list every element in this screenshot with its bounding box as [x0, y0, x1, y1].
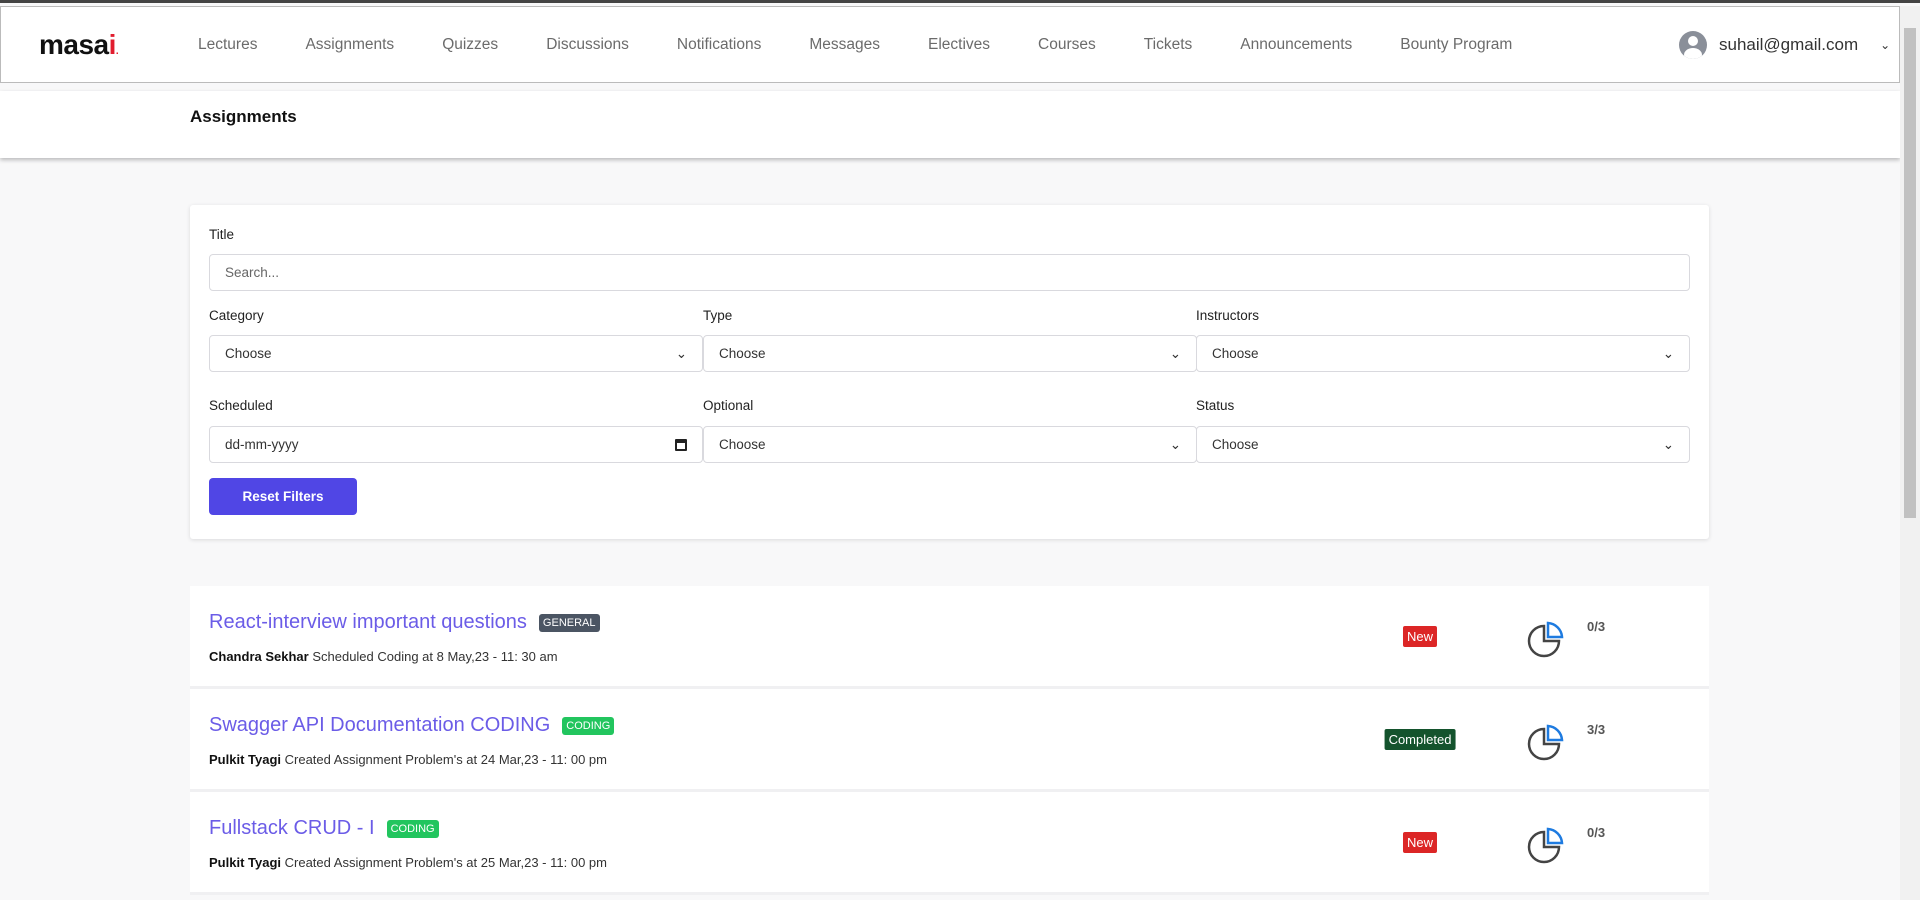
chevron-down-icon: ⌄: [1662, 436, 1674, 452]
search-placeholder: Search...: [225, 265, 280, 280]
filter-panel: Title Search... Category Choose ⌄ Type Ch…: [190, 205, 1709, 539]
author-name: Chandra Sekhar: [209, 649, 309, 664]
status-badge: Completed: [1384, 729, 1456, 750]
chevron-down-icon: ⌄: [675, 345, 687, 361]
nav-quizzes[interactable]: Quizzes: [442, 35, 499, 53]
status-value: Choose: [1212, 437, 1259, 452]
assignment-row: Fullstack CRUD - I CODING Pulkit Tyagi Cr…: [190, 792, 1709, 895]
chevron-down-icon: ⌄: [1169, 436, 1181, 452]
problem-count: 0/3: [1587, 825, 1606, 840]
main-nav: Lectures Assignments Quizzes Discussions Not…: [198, 36, 1560, 54]
category-tag: GENERAL: [538, 613, 600, 632]
nav-assignments[interactable]: Assignments: [305, 35, 395, 53]
category-value: Choose: [225, 346, 272, 361]
nav-tickets[interactable]: Tickets: [1143, 35, 1193, 53]
category-tag: CODING: [386, 819, 439, 838]
pie-chart-icon: [1527, 827, 1564, 864]
assignment-detail: Created Assignment Problem's at 25 Mar,2…: [284, 855, 607, 870]
instructors-value: Choose: [1212, 346, 1259, 361]
assignment-detail: Scheduled Coding at 8 May,23 - 11: 30 am: [312, 649, 558, 664]
nav-discussions[interactable]: Discussions: [546, 35, 629, 53]
masai-logo[interactable]: masai.: [39, 28, 119, 60]
user-menu[interactable]: suhail@gmail.com ⌄: [1679, 30, 1891, 59]
nav-bounty-program[interactable]: Bounty Program: [1400, 35, 1513, 53]
optional-label: Optional: [703, 398, 754, 413]
assignment-title-link[interactable]: Fullstack CRUD - I: [209, 817, 375, 839]
nav-lectures[interactable]: Lectures: [198, 35, 258, 53]
status-label: Status: [1196, 398, 1235, 413]
type-select[interactable]: Choose ⌄: [703, 335, 1197, 372]
scheduled-label: Scheduled: [209, 398, 273, 413]
type-value: Choose: [719, 346, 766, 361]
nav-messages[interactable]: Messages: [809, 35, 880, 53]
chevron-down-icon: ⌄: [1880, 37, 1891, 52]
instructors-select[interactable]: Choose ⌄: [1196, 335, 1690, 372]
chevron-down-icon: ⌄: [1662, 345, 1674, 361]
user-email: suhail@gmail.com: [1719, 34, 1859, 54]
assignment-row: Swagger API Documentation CODING CODING P…: [190, 689, 1709, 792]
page-header: Assignments: [0, 91, 1900, 158]
top-navbar: masai. Lectures Assignments Quizzes Discuss…: [0, 6, 1900, 83]
date-placeholder: dd-mm-yyyy: [225, 437, 299, 452]
optional-value: Choose: [719, 437, 766, 452]
category-label: Category: [209, 308, 264, 323]
page-title: Assignments: [190, 107, 297, 126]
instructors-label: Instructors: [1196, 308, 1260, 323]
calendar-icon[interactable]: [675, 438, 687, 451]
category-tag: CODING: [562, 716, 615, 735]
nav-courses[interactable]: Courses: [1038, 35, 1096, 53]
user-avatar-icon: [1679, 30, 1707, 59]
assignment-detail: Created Assignment Problem's at 24 Mar,2…: [284, 752, 607, 767]
status-select[interactable]: Choose ⌄: [1196, 426, 1690, 463]
nav-announcements[interactable]: Announcements: [1240, 35, 1353, 53]
nav-notifications[interactable]: Notifications: [676, 35, 762, 53]
problem-count: 0/3: [1587, 619, 1606, 634]
author-name: Pulkit Tyagi: [209, 752, 281, 767]
category-select[interactable]: Choose ⌄: [209, 335, 703, 372]
problem-count: 3/3: [1587, 722, 1606, 737]
scheduled-date-input[interactable]: dd-mm-yyyy: [209, 426, 703, 463]
title-label: Title: [209, 227, 235, 242]
assignment-title-link[interactable]: React-interview important questions: [209, 611, 527, 633]
author-name: Pulkit Tyagi: [209, 855, 281, 870]
pie-chart-icon: [1527, 724, 1564, 761]
reset-filters-button[interactable]: Reset Filters: [209, 478, 357, 515]
scrollbar[interactable]: [1900, 6, 1920, 900]
optional-select[interactable]: Choose ⌄: [703, 426, 1197, 463]
pie-chart-icon: [1527, 621, 1564, 658]
status-badge: New: [1402, 626, 1438, 647]
status-badge: New: [1402, 832, 1438, 853]
title-search-input[interactable]: Search...: [209, 254, 1690, 291]
assignment-list: React-interview important questions GENER…: [190, 586, 1709, 895]
nav-electives[interactable]: Electives: [927, 35, 991, 53]
scrollbar-thumb[interactable]: [1904, 28, 1916, 518]
type-label: Type: [703, 308, 733, 323]
assignment-title-link[interactable]: Swagger API Documentation CODING: [209, 714, 551, 736]
assignment-row: React-interview important questions GENER…: [190, 586, 1709, 689]
chevron-down-icon: ⌄: [1169, 345, 1181, 361]
